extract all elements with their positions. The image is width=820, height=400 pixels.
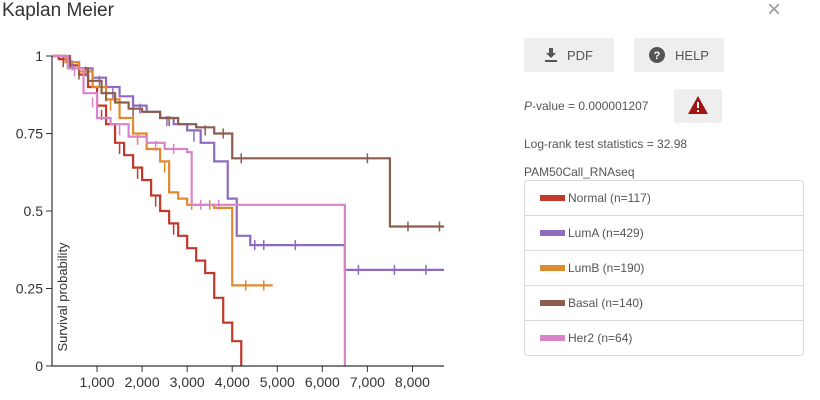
- km-series-line: [52, 54, 346, 366]
- legend-swatch: [540, 300, 565, 306]
- km-series: [52, 54, 444, 232]
- legend: Normal (n=117) LumA (n=429) LumB (n=190)…: [524, 180, 804, 356]
- x-tick-label: 7,000: [350, 374, 385, 390]
- warning-button[interactable]: [674, 89, 722, 123]
- axes: 0 0.25 0.5 0.75 1 1,000 2,000 3,000 4,000 5,000 6,…: [16, 48, 444, 390]
- km-series-line: [52, 54, 243, 366]
- download-icon: [545, 48, 557, 62]
- km-chart: 0 0.25 0.5 0.75 1 1,000 2,000 3,000 4,000 5,000 6,…: [16, 48, 444, 390]
- legend-label: Her2 (n=64): [568, 331, 633, 345]
- legend-label: Normal (n=117): [568, 191, 651, 205]
- km-series: [52, 54, 243, 366]
- x-tick-label: 5,000: [260, 374, 295, 390]
- legend-item-normal[interactable]: Normal (n=117): [525, 181, 803, 216]
- km-series-line: [52, 54, 444, 228]
- km-series: [52, 54, 444, 275]
- plot-lines: [52, 54, 444, 366]
- y-tick-label: 1: [35, 48, 43, 64]
- logrank-text: Log-rank test statistics = 32.98: [524, 137, 688, 151]
- legend-item-basal[interactable]: Basal (n=140): [525, 286, 803, 321]
- km-series: [52, 54, 346, 366]
- km-series-line: [52, 54, 273, 287]
- km-series: [52, 54, 273, 291]
- y-tick-label: 0: [35, 358, 43, 374]
- pdf-button[interactable]: PDF: [524, 38, 614, 72]
- legend-swatch: [540, 265, 565, 271]
- x-tick-label: 4,000: [215, 374, 250, 390]
- y-axis-label: Survival probability: [55, 242, 70, 352]
- y-tick-label: 0.25: [16, 281, 43, 297]
- help-icon: ?: [649, 47, 666, 63]
- legend-swatch: [540, 195, 565, 201]
- y-tick-label: 0.5: [24, 203, 44, 219]
- x-tick-label: 2,000: [125, 374, 160, 390]
- legend-swatch: [540, 335, 565, 341]
- km-series-line: [52, 54, 444, 271]
- help-label: HELP: [675, 47, 709, 63]
- legend-item-lumb[interactable]: LumB (n=190): [525, 251, 803, 286]
- x-tick-label: 6,000: [305, 374, 340, 390]
- close-icon[interactable]: ×: [767, 0, 782, 23]
- x-tick-label: 8,000: [395, 374, 430, 390]
- legend-label: LumA (n=429): [568, 226, 644, 240]
- legend-label: Basal (n=140): [568, 296, 644, 310]
- pdf-label: PDF: [567, 47, 593, 63]
- help-button[interactable]: ? HELP: [634, 38, 724, 72]
- x-tick-label: 3,000: [170, 374, 205, 390]
- warning-icon: [687, 95, 709, 118]
- legend-title: PAM50Call_RNAseq: [524, 165, 635, 179]
- legend-label: LumB (n=190): [568, 261, 645, 275]
- page-title: Kaplan Meier: [2, 0, 114, 21]
- p-value-text: P-value = 0.000001207: [524, 99, 649, 113]
- svg-text:?: ?: [654, 50, 661, 62]
- legend-item-her2[interactable]: Her2 (n=64): [525, 321, 803, 355]
- legend-swatch: [540, 230, 565, 236]
- x-tick-label: 1,000: [80, 374, 115, 390]
- y-tick-label: 0.75: [16, 126, 43, 142]
- legend-item-luma[interactable]: LumA (n=429): [525, 216, 803, 251]
